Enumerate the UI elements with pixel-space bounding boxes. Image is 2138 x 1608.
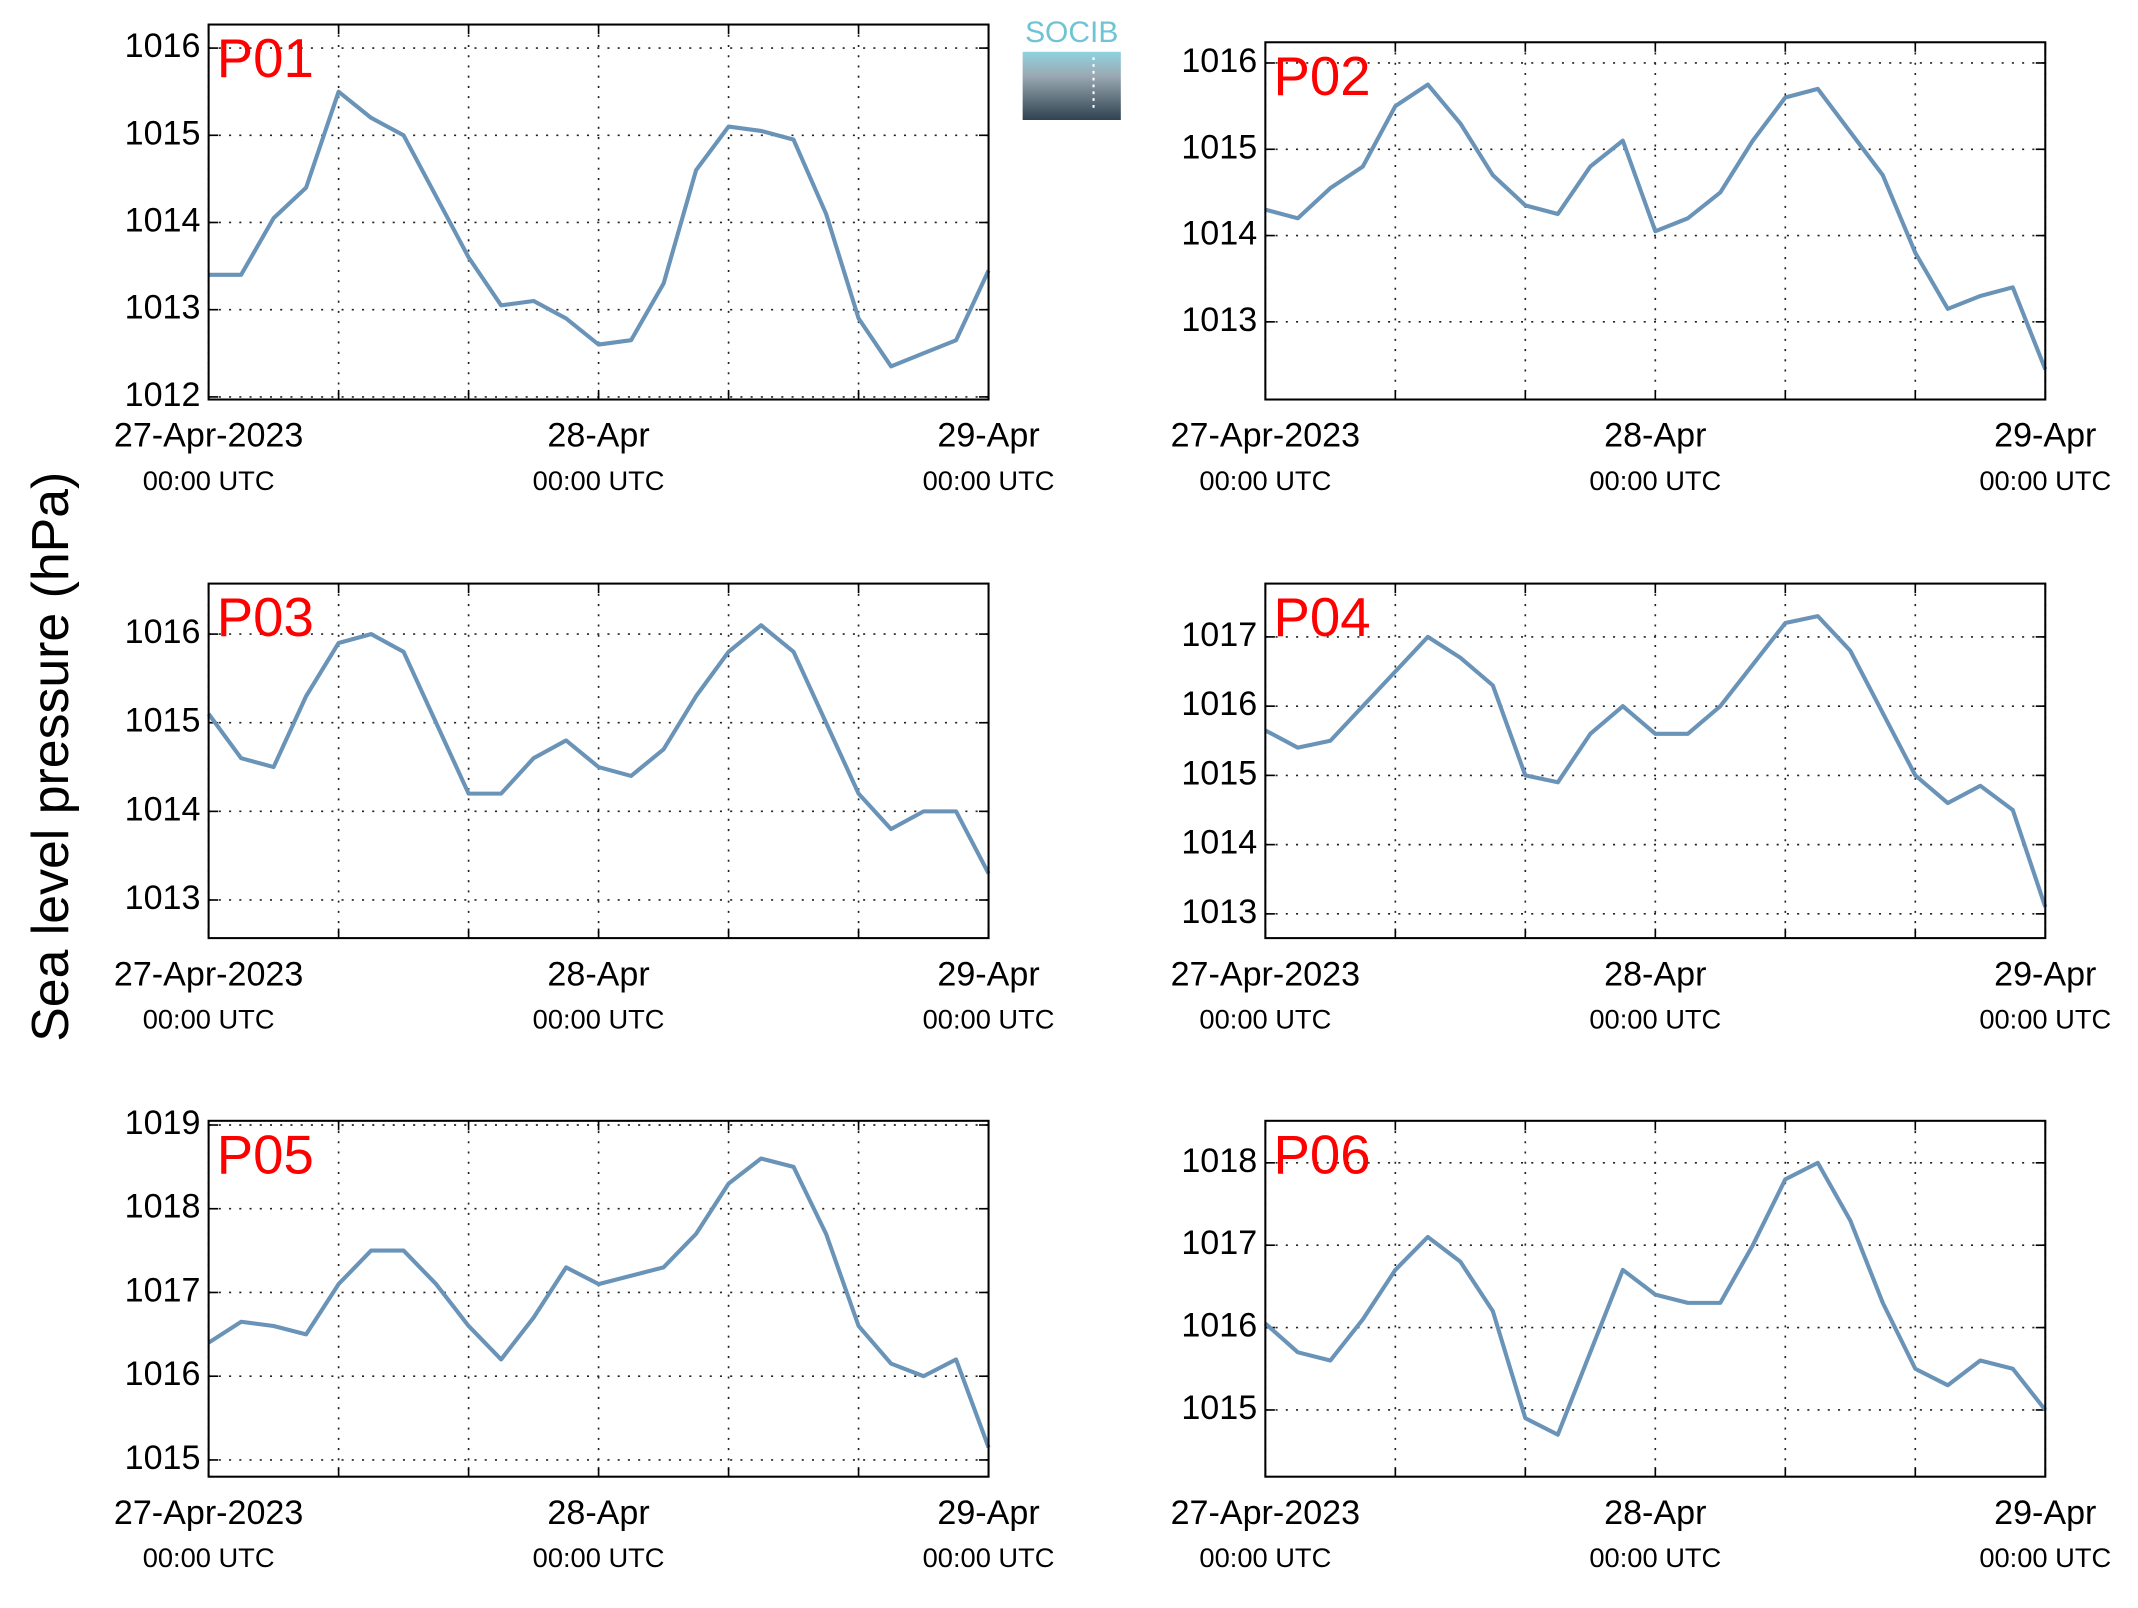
logo-text: SOCIB bbox=[1025, 16, 1118, 49]
y-tick-label: 1019 bbox=[125, 1104, 201, 1142]
x-tick-label: 28-Apr bbox=[547, 417, 649, 455]
x-tick-label: 29-Apr bbox=[937, 955, 1039, 993]
x-tick-label: 28-Apr bbox=[1604, 417, 1706, 455]
x-tick-sublabel: 00:00 UTC bbox=[923, 1542, 1055, 1573]
y-tick-label: 1014 bbox=[125, 201, 201, 239]
x-tick-sublabel: 00:00 UTC bbox=[533, 465, 665, 496]
data-line bbox=[208, 89, 991, 369]
y-tick-label: 1015 bbox=[125, 114, 201, 152]
plot-area bbox=[1265, 1120, 2046, 1477]
data-line bbox=[207, 1156, 991, 1449]
x-tick-label: 29-Apr bbox=[1994, 417, 2096, 455]
y-tick-label: 1015 bbox=[1181, 754, 1257, 792]
y-tick-label: 1015 bbox=[125, 702, 201, 740]
x-tick-sublabel: 00:00 UTC bbox=[143, 1542, 275, 1573]
panel-title: P01 bbox=[217, 28, 314, 89]
x-tick-label: 29-Apr bbox=[1994, 1494, 2096, 1532]
x-tick-sublabel: 00:00 UTC bbox=[533, 1003, 665, 1034]
x-tick-sublabel: 00:00 UTC bbox=[923, 465, 1055, 496]
x-tick-sublabel: 00:00 UTC bbox=[1589, 1003, 1721, 1034]
x-tick-label: 27-Apr-2023 bbox=[1171, 955, 1360, 993]
y-tick-label: 1017 bbox=[1181, 1224, 1257, 1262]
panel-title: P06 bbox=[1274, 1124, 1371, 1185]
x-tick-label: 27-Apr-2023 bbox=[114, 417, 303, 455]
plot-frame bbox=[1264, 582, 2047, 940]
x-tick-label: 29-Apr bbox=[937, 417, 1039, 455]
y-tick-label: 1016 bbox=[125, 1355, 201, 1393]
x-tick-sublabel: 00:00 UTC bbox=[1589, 465, 1721, 496]
x-tick-sublabel: 00:00 UTC bbox=[143, 1003, 275, 1034]
x-tick-label: 27-Apr-2023 bbox=[1171, 417, 1360, 455]
x-tick-sublabel: 00:00 UTC bbox=[1979, 465, 2111, 496]
data-line bbox=[1264, 82, 2048, 371]
y-tick-label: 1016 bbox=[125, 613, 201, 651]
y-axis-label: Sea level pressure (hPa) bbox=[21, 472, 79, 1042]
x-tick-label: 28-Apr bbox=[547, 955, 649, 993]
x-tick-label: 27-Apr-2023 bbox=[114, 1494, 303, 1532]
plot-frame bbox=[207, 1119, 990, 1478]
y-tick-label: 1013 bbox=[1181, 893, 1257, 931]
x-tick-label: 29-Apr bbox=[1994, 955, 2096, 993]
plot-area bbox=[1265, 583, 2046, 939]
x-tick-sublabel: 00:00 UTC bbox=[143, 465, 275, 496]
x-tick-sublabel: 00:00 UTC bbox=[1979, 1542, 2111, 1573]
y-tick-label: 1013 bbox=[125, 879, 201, 917]
y-tick-label: 1016 bbox=[1181, 685, 1257, 723]
y-tick-label: 1014 bbox=[125, 790, 201, 828]
data-line bbox=[1263, 1160, 2047, 1437]
plot-frame bbox=[207, 582, 990, 940]
y-tick-label: 1012 bbox=[125, 376, 201, 414]
y-tick-label: 1016 bbox=[1181, 42, 1257, 80]
plot-frame bbox=[1264, 41, 2047, 401]
data-line bbox=[1264, 614, 2048, 908]
x-tick-label: 29-Apr bbox=[937, 1494, 1039, 1532]
plot-frame bbox=[1264, 1119, 2047, 1478]
y-tick-label: 1014 bbox=[1181, 215, 1257, 253]
y-tick-label: 1018 bbox=[1181, 1142, 1257, 1180]
plot-area bbox=[1265, 42, 2046, 400]
x-tick-label: 27-Apr-2023 bbox=[114, 955, 303, 993]
panel-title: P04 bbox=[1274, 587, 1371, 648]
panel-title: P03 bbox=[217, 587, 314, 648]
panel-title: P02 bbox=[1274, 46, 1371, 107]
y-tick-label: 1015 bbox=[125, 1439, 201, 1477]
y-tick-label: 1016 bbox=[125, 27, 201, 65]
y-tick-label: 1013 bbox=[1181, 301, 1257, 339]
y-tick-label: 1016 bbox=[1181, 1307, 1257, 1345]
y-tick-label: 1017 bbox=[125, 1271, 201, 1309]
y-tick-label: 1015 bbox=[1181, 128, 1257, 166]
y-tick-label: 1014 bbox=[1181, 824, 1257, 862]
plot-frame bbox=[207, 23, 990, 401]
x-tick-sublabel: 00:00 UTC bbox=[1979, 1003, 2111, 1034]
x-tick-label: 28-Apr bbox=[547, 1494, 649, 1532]
plot-area bbox=[208, 1120, 989, 1477]
x-tick-sublabel: 00:00 UTC bbox=[1199, 1542, 1331, 1573]
data-line bbox=[206, 623, 991, 875]
y-tick-label: 1013 bbox=[125, 289, 201, 327]
x-tick-label: 28-Apr bbox=[1604, 955, 1706, 993]
y-tick-label: 1015 bbox=[1181, 1389, 1257, 1427]
x-tick-sublabel: 00:00 UTC bbox=[1199, 1003, 1331, 1034]
logo-graphic bbox=[1022, 51, 1121, 120]
x-tick-sublabel: 00:00 UTC bbox=[1589, 1542, 1721, 1573]
y-tick-label: 1017 bbox=[1181, 616, 1257, 654]
plot-area bbox=[208, 583, 989, 939]
x-tick-label: 28-Apr bbox=[1604, 1494, 1706, 1532]
y-tick-label: 1018 bbox=[125, 1188, 201, 1226]
x-tick-label: 27-Apr-2023 bbox=[1171, 1494, 1360, 1532]
x-tick-sublabel: 00:00 UTC bbox=[533, 1542, 665, 1573]
x-tick-sublabel: 00:00 UTC bbox=[1199, 465, 1331, 496]
x-tick-sublabel: 00:00 UTC bbox=[923, 1003, 1055, 1034]
panel-title: P05 bbox=[217, 1124, 314, 1185]
